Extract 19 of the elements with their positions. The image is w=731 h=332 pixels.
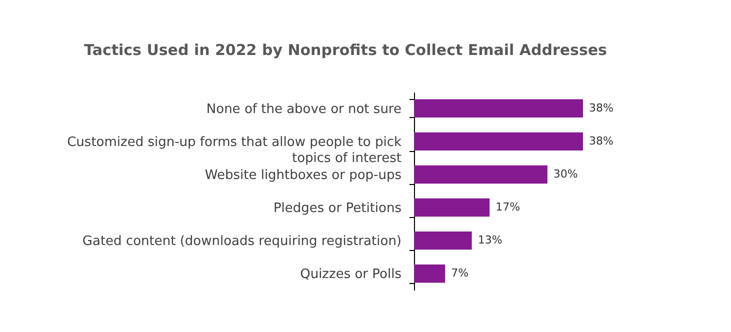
- data-label: 7%: [451, 266, 469, 280]
- bar: [414, 198, 490, 217]
- bar: [414, 132, 583, 151]
- chart-title: Tactics Used in 2022 by Nonprofits to Collect Email Addresses: [84, 41, 608, 59]
- y-tick-label: Website lightboxes or pop-ups: [204, 168, 402, 183]
- y-tick-label: Pledges or Petitions: [273, 201, 402, 216]
- data-label: 30%: [553, 167, 578, 180]
- y-tick-label: None of the above or not sure: [206, 102, 402, 117]
- bar: [414, 165, 548, 184]
- bar: [414, 231, 472, 250]
- bar: [414, 264, 446, 283]
- y-tick-label: Gated content (downloads requiring registration): [82, 234, 402, 250]
- y-tick-label: Quizzes or Polls: [300, 267, 402, 282]
- data-label: 38%: [589, 134, 614, 148]
- bar: [414, 99, 583, 118]
- y-tick-label: Customized sign-up forms that allow people to pick topics of interest: [67, 134, 402, 166]
- data-label: 13%: [478, 234, 502, 247]
- data-label: 38%: [589, 101, 614, 114]
- data-label: 17%: [496, 200, 520, 214]
